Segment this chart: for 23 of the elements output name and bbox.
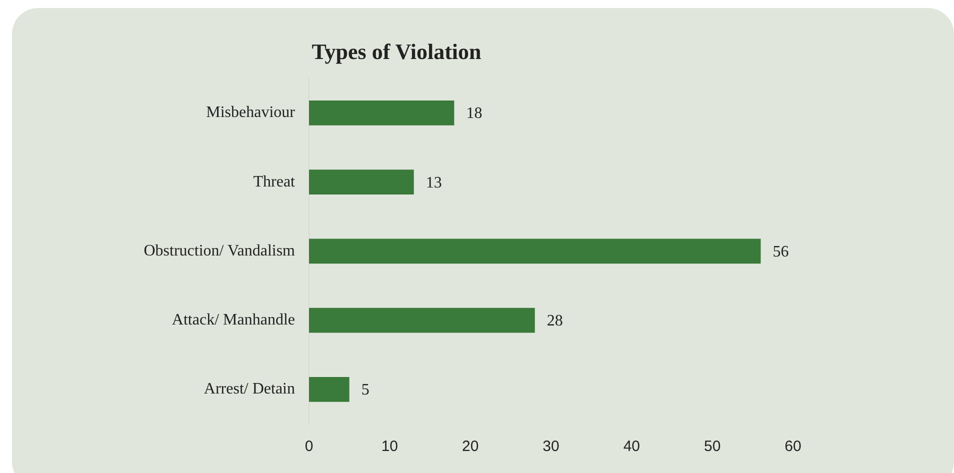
x-tick-label: 60: [784, 438, 802, 456]
bar: [309, 308, 535, 333]
y-tick-label: Arrest/ Detain: [204, 380, 295, 398]
data-label: 13: [426, 174, 442, 192]
x-tick-label: 30: [542, 438, 560, 456]
x-tick-label: 20: [462, 438, 479, 456]
x-tick-label: 0: [304, 438, 314, 456]
y-tick-label: Attack/ Manhandle: [172, 312, 295, 329]
data-label: 28: [546, 312, 563, 330]
x-tick-label: 50: [704, 438, 721, 456]
bar: [309, 377, 350, 402]
bar: [309, 170, 414, 195]
data-label: 56: [772, 243, 789, 260]
data-label: 5: [361, 382, 370, 399]
y-tick-label: Threat: [253, 173, 296, 190]
data-label: 18: [466, 105, 482, 122]
x-tick-label: 10: [381, 438, 398, 456]
y-tick-label: Obstruction/ Vandalism: [144, 242, 296, 260]
y-tick-label: Misbehaviour: [206, 104, 296, 122]
chart-title: Types of Violation: [312, 38, 482, 64]
bar: [309, 100, 454, 126]
bar: [309, 238, 761, 264]
x-tick-label: 40: [623, 438, 640, 456]
